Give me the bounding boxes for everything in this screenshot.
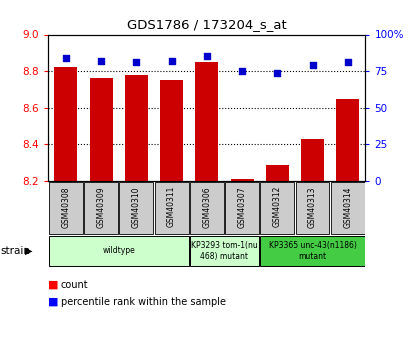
Text: percentile rank within the sample: percentile rank within the sample <box>61 297 226 307</box>
Bar <box>195 62 218 181</box>
Point <box>63 55 69 61</box>
Point <box>309 62 316 68</box>
Bar <box>84 182 118 234</box>
Bar <box>55 68 77 181</box>
Text: ■: ■ <box>48 297 59 307</box>
Text: GSM40314: GSM40314 <box>343 186 352 228</box>
Text: KP3365 unc-43(n1186)
mutant: KP3365 unc-43(n1186) mutant <box>269 241 357 261</box>
Text: strain: strain <box>0 246 30 256</box>
Text: GSM40310: GSM40310 <box>132 186 141 228</box>
Point <box>274 70 281 76</box>
Bar <box>190 182 224 234</box>
Text: GSM40312: GSM40312 <box>273 186 282 227</box>
Text: ■: ■ <box>48 280 59 289</box>
Bar <box>336 99 359 181</box>
Point <box>98 58 105 63</box>
Text: GSM40306: GSM40306 <box>202 186 211 228</box>
Text: GSM40308: GSM40308 <box>61 186 71 228</box>
Point <box>239 68 245 74</box>
Text: wildtype: wildtype <box>102 246 135 256</box>
Bar <box>49 236 189 266</box>
Point <box>168 58 175 63</box>
Text: GSM40313: GSM40313 <box>308 186 317 228</box>
Point <box>203 54 210 59</box>
Bar <box>301 139 324 181</box>
Bar <box>119 182 153 234</box>
Bar <box>266 165 289 181</box>
Bar <box>260 236 365 266</box>
Bar <box>90 79 113 181</box>
Bar <box>49 182 83 234</box>
Bar <box>225 182 259 234</box>
Text: ▶: ▶ <box>25 246 32 256</box>
Point <box>344 60 351 65</box>
Text: GSM40307: GSM40307 <box>238 186 247 228</box>
Title: GDS1786 / 173204_s_at: GDS1786 / 173204_s_at <box>127 18 287 31</box>
Bar <box>190 236 259 266</box>
Bar <box>231 179 254 181</box>
Text: KP3293 tom-1(nu
468) mutant: KP3293 tom-1(nu 468) mutant <box>191 241 258 261</box>
Bar <box>125 75 148 181</box>
Bar <box>155 182 189 234</box>
Text: count: count <box>61 280 89 289</box>
Bar <box>260 182 294 234</box>
Text: GSM40311: GSM40311 <box>167 186 176 227</box>
Bar <box>296 182 329 234</box>
Point <box>133 60 140 65</box>
Bar <box>331 182 365 234</box>
Text: GSM40309: GSM40309 <box>97 186 106 228</box>
Bar <box>160 80 183 181</box>
